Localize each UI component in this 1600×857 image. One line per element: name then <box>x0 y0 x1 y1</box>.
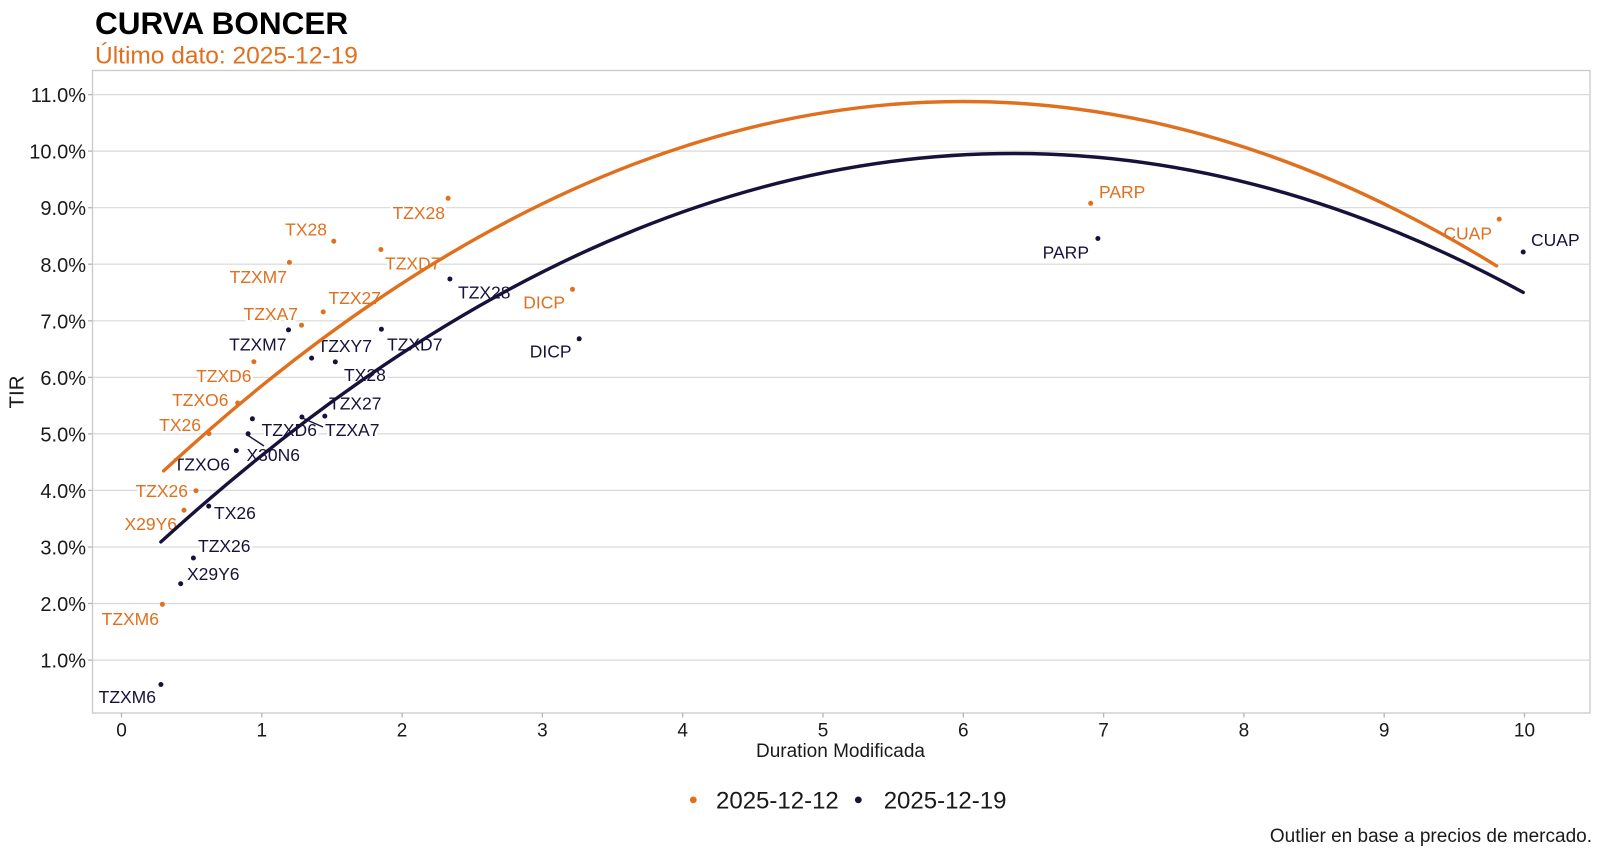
svg-text:3: 3 <box>537 721 548 742</box>
svg-text:6.0%: 6.0% <box>40 368 86 390</box>
svg-text:Último dato: 2025-12-19: Último dato: 2025-12-19 <box>95 43 358 70</box>
svg-text:1.0%: 1.0% <box>40 651 86 673</box>
svg-text:TZXO6: TZXO6 <box>174 455 230 475</box>
svg-text:TZXO6: TZXO6 <box>172 390 228 410</box>
svg-text:X29Y6: X29Y6 <box>187 564 240 584</box>
svg-text:11.0%: 11.0% <box>31 85 86 107</box>
svg-text:4: 4 <box>677 721 688 742</box>
svg-text:TZXD6: TZXD6 <box>262 420 317 440</box>
svg-text:5: 5 <box>818 721 829 742</box>
svg-text:PARP: PARP <box>1043 243 1089 263</box>
svg-text:TZXM7: TZXM7 <box>229 335 286 355</box>
svg-text:TZXM6: TZXM6 <box>102 609 159 629</box>
svg-text:TZX27: TZX27 <box>329 288 382 308</box>
svg-text:9.0%: 9.0% <box>40 198 86 220</box>
svg-text:TZXM7: TZXM7 <box>230 267 287 287</box>
svg-text:4.0%: 4.0% <box>40 481 86 503</box>
svg-text:10.0%: 10.0% <box>29 142 86 164</box>
svg-text:5.0%: 5.0% <box>40 424 86 446</box>
svg-text:7: 7 <box>1098 721 1109 742</box>
svg-text:DICP: DICP <box>530 342 572 362</box>
svg-text:6: 6 <box>958 721 969 742</box>
svg-text:TZXD6: TZXD6 <box>196 366 251 386</box>
svg-text:0: 0 <box>116 721 127 742</box>
svg-text:1: 1 <box>257 721 268 742</box>
svg-text:TZX26: TZX26 <box>198 536 251 556</box>
svg-text:7.0%: 7.0% <box>40 311 86 333</box>
svg-text:TZX26: TZX26 <box>135 481 188 501</box>
svg-text:TZX28: TZX28 <box>392 203 445 223</box>
svg-text:CUAP: CUAP <box>1531 230 1580 250</box>
svg-text:CUAP: CUAP <box>1443 224 1492 244</box>
svg-text:3.0%: 3.0% <box>40 538 86 560</box>
svg-text:8: 8 <box>1239 721 1250 742</box>
svg-text:9: 9 <box>1379 721 1390 742</box>
svg-text:CURVA BONCER: CURVA BONCER <box>95 5 348 41</box>
svg-text:DICP: DICP <box>523 293 565 313</box>
svg-text:X29Y6: X29Y6 <box>124 514 177 534</box>
svg-text:Outlier en base a precios de m: Outlier en base a precios de mercado. <box>1270 826 1592 847</box>
svg-text:TX28: TX28 <box>285 220 327 240</box>
svg-text:TZXA7: TZXA7 <box>325 420 379 440</box>
svg-text:TZXM6: TZXM6 <box>99 687 156 707</box>
svg-text:TX26: TX26 <box>159 415 201 435</box>
svg-text:10: 10 <box>1514 721 1535 742</box>
svg-text:PARP: PARP <box>1099 182 1145 202</box>
svg-text:TX26: TX26 <box>214 503 256 523</box>
svg-text:2025-12-19: 2025-12-19 <box>884 788 1007 815</box>
svg-text:TZX27: TZX27 <box>329 394 382 414</box>
svg-text:TZXA7: TZXA7 <box>244 304 298 324</box>
svg-text:8.0%: 8.0% <box>40 255 86 277</box>
svg-text:Duration Modificada: Duration Modificada <box>756 741 925 762</box>
svg-text:TIR: TIR <box>6 375 29 408</box>
svg-text:2.0%: 2.0% <box>40 594 86 616</box>
svg-text:2025-12-12: 2025-12-12 <box>716 788 839 815</box>
svg-text:2: 2 <box>397 721 408 742</box>
svg-text:TZXY7: TZXY7 <box>318 336 372 356</box>
